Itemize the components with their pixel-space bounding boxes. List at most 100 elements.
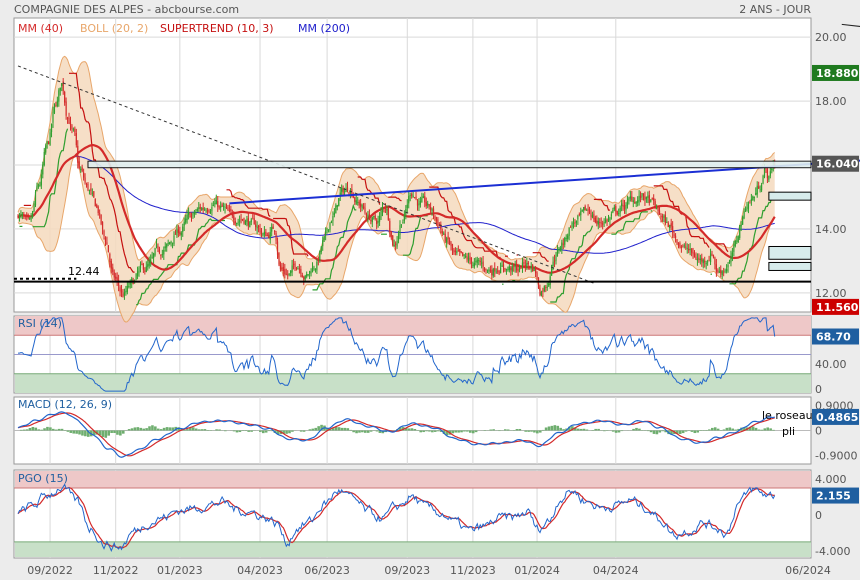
candle xyxy=(195,209,197,215)
macd-histogram-bar xyxy=(632,428,635,431)
candle-body xyxy=(53,103,56,113)
candle xyxy=(508,264,510,273)
macd-histogram-bar xyxy=(524,430,527,432)
candle-body xyxy=(743,210,745,219)
candle-body xyxy=(695,256,697,260)
candle-body xyxy=(629,196,631,199)
candle-body xyxy=(355,200,357,204)
candle-body xyxy=(341,187,343,192)
macd-histogram-bar xyxy=(75,430,78,434)
candle xyxy=(152,252,155,264)
candle xyxy=(753,196,755,202)
candle-body xyxy=(399,225,401,235)
macd-histogram-bar xyxy=(638,428,641,431)
candle-body xyxy=(497,270,499,272)
macd-value-tag-bg xyxy=(812,408,859,425)
candle xyxy=(148,256,150,269)
candle xyxy=(268,232,270,239)
candle xyxy=(626,195,629,209)
candle xyxy=(486,269,489,274)
candle-body xyxy=(485,268,487,270)
candle-body xyxy=(724,270,726,272)
candle xyxy=(639,191,642,203)
candle-body xyxy=(507,269,509,271)
candle xyxy=(236,222,238,227)
macd-histogram-bar xyxy=(661,430,665,432)
candle xyxy=(109,252,111,268)
candle-body xyxy=(654,201,656,209)
candle xyxy=(166,243,168,252)
candle xyxy=(88,189,91,195)
macd-histogram-bar xyxy=(410,428,414,431)
candle xyxy=(739,224,741,240)
macd-histogram-bar xyxy=(86,430,90,437)
candle xyxy=(599,218,601,228)
macd-histogram-bar xyxy=(533,430,536,433)
candle-body xyxy=(326,229,328,231)
price-tick-label: 12.00 xyxy=(815,287,847,300)
candle-body xyxy=(615,205,617,212)
macd-histogram-bar xyxy=(54,429,58,431)
candle-body xyxy=(212,205,214,206)
macd-histogram-bar xyxy=(145,428,148,431)
candle xyxy=(718,266,720,274)
candle xyxy=(408,191,410,209)
candle xyxy=(462,252,464,257)
macd-histogram-bar xyxy=(189,427,192,431)
candle-body xyxy=(667,222,669,228)
candle-body xyxy=(647,196,649,198)
candle xyxy=(96,203,98,209)
macd-histogram-bar xyxy=(162,427,166,431)
candle-body xyxy=(234,221,236,224)
candle xyxy=(586,208,588,211)
candle xyxy=(663,214,665,223)
candle-body xyxy=(367,214,369,218)
macd-histogram-bar xyxy=(282,430,285,434)
candle-body xyxy=(96,204,98,208)
candle-body xyxy=(377,220,379,223)
macd-histogram-bar xyxy=(98,430,102,436)
candle xyxy=(491,265,493,280)
candle-body xyxy=(112,267,114,272)
candle-body xyxy=(416,199,419,206)
candle-body xyxy=(720,269,722,274)
candle xyxy=(330,220,333,224)
candle xyxy=(193,209,196,218)
candle xyxy=(42,161,44,179)
candle-body xyxy=(220,206,222,208)
candle-body xyxy=(173,235,175,245)
candle-body xyxy=(523,262,525,264)
candle-body xyxy=(362,206,365,209)
candle xyxy=(164,242,166,252)
candle-body xyxy=(208,210,210,212)
candle xyxy=(743,208,745,220)
candle xyxy=(225,203,228,210)
supertrend-segment xyxy=(550,225,594,303)
candle-body xyxy=(467,257,470,261)
candle-body xyxy=(370,220,372,221)
candle xyxy=(118,274,120,292)
mm200-line xyxy=(17,155,775,254)
candle-body xyxy=(282,266,284,271)
candle-body xyxy=(612,210,614,213)
candle-body xyxy=(77,145,79,163)
candle-body xyxy=(78,161,80,169)
macd-histogram-bar xyxy=(594,428,597,431)
macd-value-tag: 0.4865 xyxy=(816,411,858,424)
candle-body xyxy=(495,271,497,273)
candle xyxy=(399,220,401,240)
macd-histogram-bar xyxy=(194,428,198,431)
candle-body xyxy=(392,235,394,246)
candle xyxy=(654,198,656,210)
candle-body xyxy=(760,184,763,191)
candle xyxy=(190,212,193,222)
macd-histogram-bar xyxy=(617,430,621,433)
macd-histogram-bar xyxy=(538,430,542,433)
macd-histogram-bar xyxy=(527,430,530,432)
candle-body xyxy=(635,201,637,204)
candle xyxy=(341,184,343,196)
macd-histogram-bar xyxy=(340,427,344,431)
candle-body xyxy=(389,220,391,232)
candle xyxy=(78,156,80,170)
candle-body xyxy=(463,254,465,256)
